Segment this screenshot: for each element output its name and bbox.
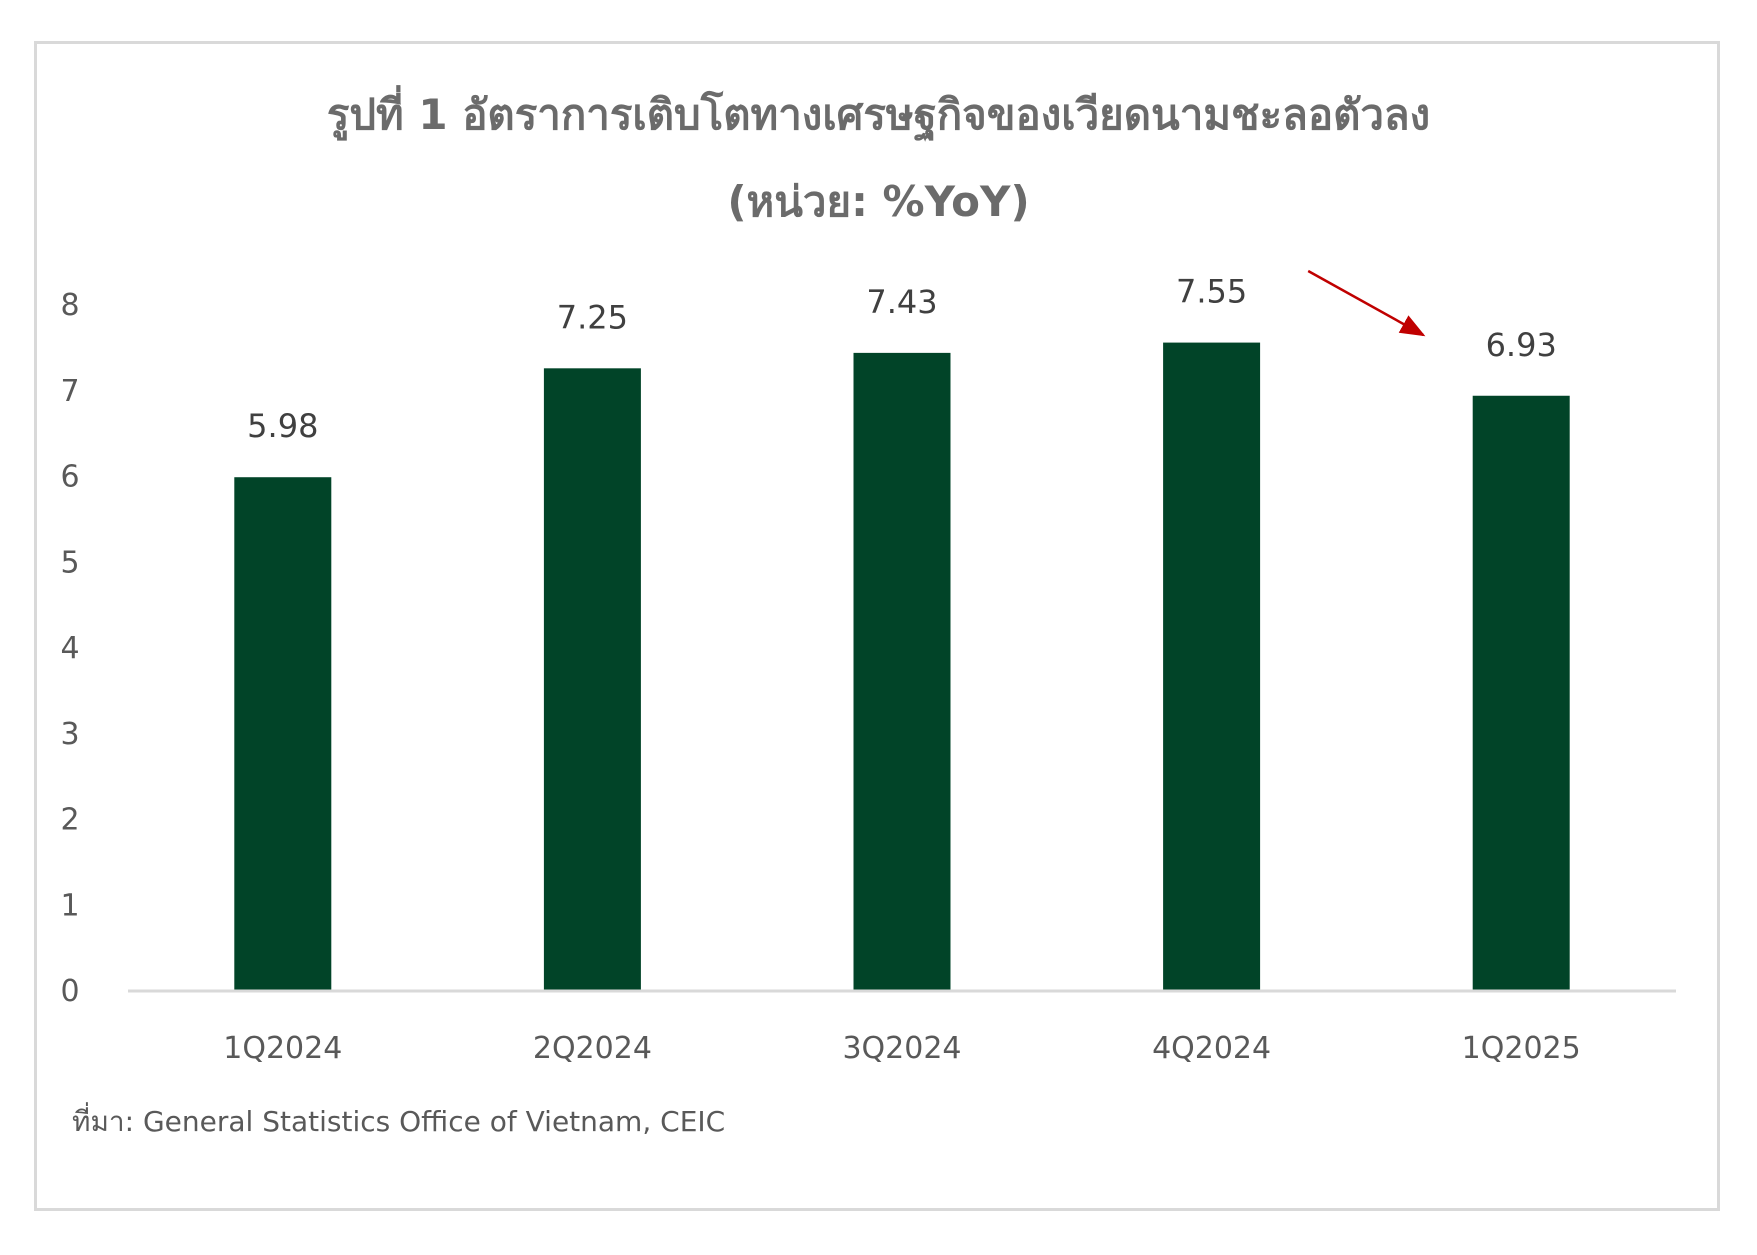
data-label-1Q2025: 6.93 <box>1486 326 1557 364</box>
bar-1Q2025 <box>1472 395 1570 990</box>
data-label-2Q2024: 7.25 <box>557 298 628 336</box>
y-tick-label: 0 <box>60 974 79 1009</box>
x-category-label: 1Q2024 <box>223 1031 342 1066</box>
x-category-label: 1Q2025 <box>1462 1031 1581 1066</box>
chart-title: รูปที่ 1 อัตราการเติบโตทางเศรษฐกิจของเวี… <box>326 90 1431 139</box>
y-tick-label: 3 <box>60 717 79 752</box>
y-tick-label: 2 <box>60 803 79 838</box>
bar-2Q2024 <box>543 368 641 990</box>
trend-arrow-icon <box>1307 269 1426 337</box>
bar-3Q2024 <box>853 352 951 990</box>
chart-subtitle: (หน่วย: %YoY) <box>727 177 1030 226</box>
data-labels: 5.98 7.25 7.43 7.55 6.93 <box>247 273 1557 446</box>
source-note: ที่มา: General Statistics Office of Viet… <box>72 1105 726 1138</box>
y-tick-label: 5 <box>60 545 79 580</box>
bar-4Q2024 <box>1163 342 1261 990</box>
y-tick-label: 8 <box>60 288 79 323</box>
x-category-label: 4Q2024 <box>1152 1031 1271 1066</box>
bars <box>234 342 1570 991</box>
x-category-label: 2Q2024 <box>533 1031 652 1066</box>
y-axis-tick-labels: 0 1 2 3 4 5 6 7 8 <box>60 288 79 1009</box>
y-tick-label: 1 <box>60 888 79 923</box>
x-axis-category-labels: 1Q2024 2Q2024 3Q2024 4Q2024 1Q2025 <box>223 1031 1580 1066</box>
y-tick-label: 6 <box>60 460 79 495</box>
bar-1Q2024 <box>234 477 332 991</box>
data-label-1Q2024: 5.98 <box>247 407 318 445</box>
data-label-4Q2024: 7.55 <box>1176 273 1247 311</box>
y-tick-label: 4 <box>60 631 79 666</box>
data-label-3Q2024: 7.43 <box>866 283 937 321</box>
x-category-label: 3Q2024 <box>842 1031 961 1066</box>
y-tick-label: 7 <box>60 374 79 409</box>
